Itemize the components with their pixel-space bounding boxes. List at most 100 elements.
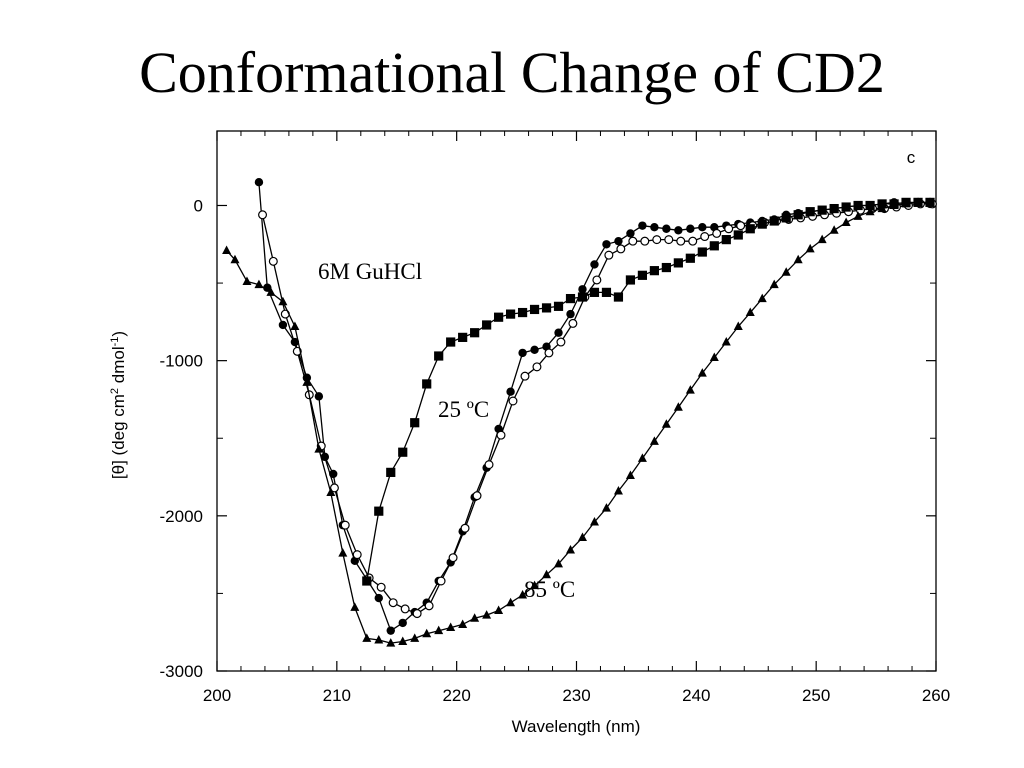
- data-point: [434, 351, 444, 361]
- data-point: [386, 638, 396, 647]
- annotation-25c: 25 ºC: [438, 397, 489, 422]
- data-point: [781, 267, 791, 276]
- data-point: [242, 276, 252, 286]
- data-point: [640, 236, 650, 246]
- data-point: [496, 430, 506, 440]
- data-point: [290, 321, 300, 331]
- data-point: [446, 622, 456, 632]
- y-tick-label: -3000: [160, 662, 203, 681]
- data-point: [698, 223, 707, 232]
- data-point: [650, 223, 659, 232]
- series-filled-triangle: [222, 197, 935, 647]
- data-point: [436, 576, 446, 586]
- data-point: [865, 200, 875, 211]
- data-point: [793, 254, 803, 264]
- data-point: [577, 292, 588, 302]
- data-point: [506, 387, 515, 396]
- data-point: [329, 483, 339, 493]
- data-point: [374, 506, 384, 516]
- data-point: [230, 254, 240, 264]
- axis-ticks: 200 210 220 230 240 250 260 0 -1000 -2000 -3000: [160, 131, 950, 705]
- data-point: [697, 247, 707, 257]
- data-point: [458, 619, 468, 628]
- data-point: [541, 303, 552, 313]
- data-point: [422, 379, 432, 389]
- data-point: [661, 419, 671, 428]
- data-point: [350, 602, 360, 611]
- data-point: [724, 224, 734, 234]
- data-point: [362, 633, 372, 642]
- data-point: [460, 523, 470, 533]
- x-tick-label: 210: [323, 686, 351, 705]
- data-point: [410, 633, 420, 642]
- data-point: [386, 467, 396, 477]
- data-point: [841, 202, 851, 212]
- data-point: [757, 293, 767, 303]
- y-tick-label: -1000: [160, 352, 203, 371]
- data-point: [258, 210, 268, 220]
- data-point: [652, 235, 662, 245]
- data-point: [841, 217, 851, 227]
- data-point: [913, 197, 923, 206]
- data-point: [484, 460, 494, 470]
- data-point: [688, 236, 698, 246]
- data-point: [314, 444, 324, 453]
- data-point: [578, 285, 587, 294]
- data-point: [386, 626, 395, 635]
- data-point: [520, 371, 530, 381]
- y-axis-title: [θ] (deg cm2 dmol-1): [109, 331, 128, 479]
- data-point: [604, 250, 614, 260]
- data-point: [544, 348, 554, 358]
- data-point: [865, 206, 875, 216]
- series-filled-circle: [254, 178, 935, 635]
- data-point: [278, 320, 288, 330]
- data-point: [817, 205, 827, 215]
- data-point: [685, 253, 695, 263]
- data-point: [649, 266, 659, 276]
- data-point: [505, 309, 516, 319]
- data-point: [568, 318, 578, 328]
- data-point: [637, 453, 647, 462]
- data-point: [805, 207, 815, 217]
- x-tick-label: 260: [922, 686, 950, 705]
- data-point: [829, 203, 839, 214]
- data-point: [422, 628, 432, 638]
- data-point: [302, 377, 312, 386]
- data-point: [362, 576, 372, 586]
- data-point: [434, 625, 444, 635]
- data-point: [566, 309, 575, 319]
- data-point: [518, 348, 527, 358]
- data-point: [494, 605, 504, 614]
- data-point: [508, 396, 518, 406]
- data-point: [674, 226, 683, 235]
- data-point: [700, 232, 710, 242]
- series-line: [366, 201, 930, 582]
- data-point: [626, 229, 635, 238]
- data-point: [745, 224, 755, 234]
- x-tick-label: 240: [682, 686, 710, 705]
- data-point: [518, 589, 528, 599]
- data-point: [757, 219, 767, 229]
- data-point: [601, 287, 612, 297]
- data-point: [925, 197, 935, 206]
- data-point: [565, 293, 576, 304]
- series-filled-square: [362, 197, 935, 586]
- data-point: [733, 321, 743, 331]
- data-point: [556, 337, 566, 347]
- data-point: [566, 544, 576, 554]
- data-point: [590, 260, 599, 269]
- data-point: [554, 558, 564, 568]
- data-point: [494, 312, 504, 322]
- slide-title: Conformational Change of CD2: [139, 40, 885, 105]
- data-point: [805, 243, 815, 253]
- y-tick-label: 0: [194, 196, 203, 215]
- data-point: [769, 279, 779, 289]
- data-point: [472, 491, 482, 501]
- data-point: [602, 240, 611, 249]
- data-point: [589, 287, 600, 297]
- data-point: [625, 470, 635, 479]
- data-point: [506, 597, 516, 607]
- data-point: [889, 200, 899, 209]
- data-point: [376, 582, 386, 592]
